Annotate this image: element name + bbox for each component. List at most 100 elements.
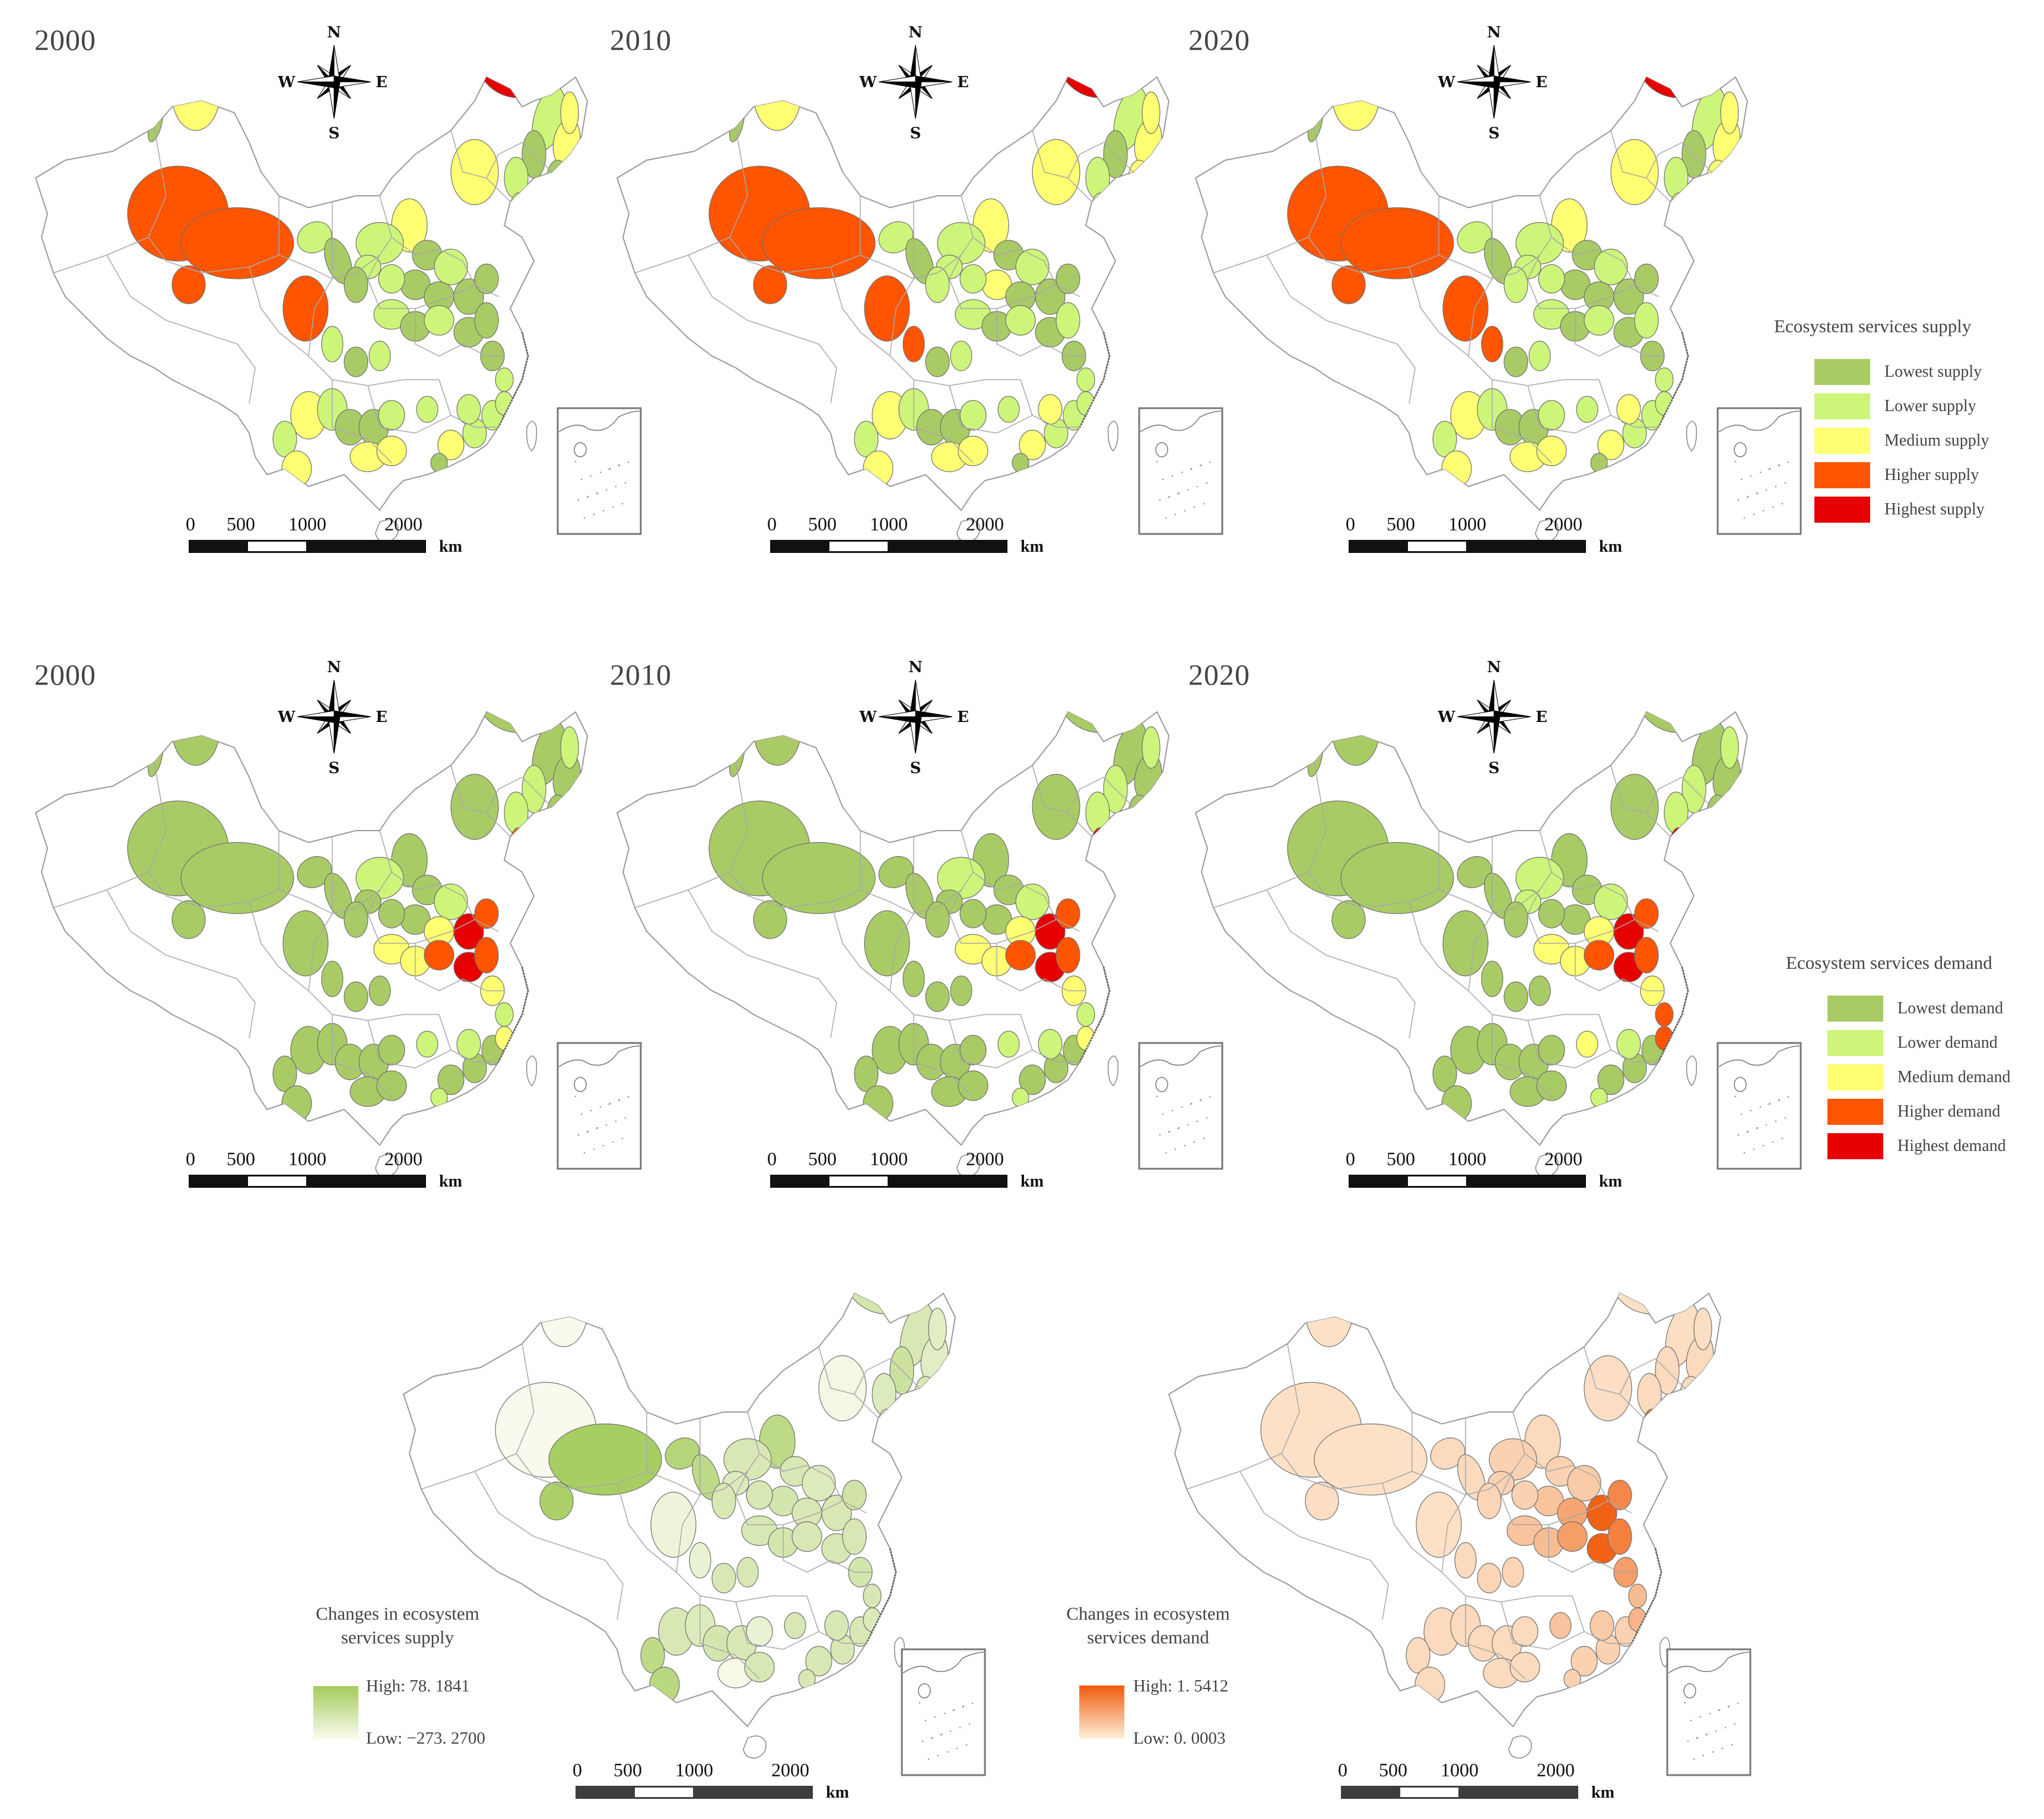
region-ne7 (1670, 827, 1689, 858)
region-ne7 (878, 1408, 897, 1439)
svg-text:km: km (1599, 1172, 1622, 1191)
year-label: 2010 (610, 23, 672, 56)
region-nc7 (1538, 264, 1565, 294)
compass-label: N (1487, 659, 1501, 676)
legend-label: Lowest demand (1897, 999, 2004, 1017)
compass-label: E (957, 74, 969, 91)
region-ne7 (1670, 192, 1689, 223)
region-gs1 (878, 856, 914, 888)
svg-text:1000: 1000 (1441, 1759, 1479, 1780)
region-gd1 (1571, 1646, 1598, 1677)
legend-label: Highest supply (1884, 500, 1985, 519)
svg-text:km: km (1021, 538, 1044, 556)
svg-text:500: 500 (227, 513, 255, 535)
region-sc_w (282, 910, 329, 977)
svg-text:1000: 1000 (675, 1759, 713, 1780)
region-nc7 (1511, 1480, 1538, 1510)
region-sx3 (1005, 940, 1036, 971)
svg-text:2000: 2000 (966, 1148, 1004, 1169)
region-hn1 (784, 1612, 806, 1639)
svg-text:1000: 1000 (288, 513, 326, 535)
region-ne6 (1107, 821, 1130, 852)
region-nc7 (378, 899, 405, 928)
legend-swatch (1827, 1030, 1883, 1056)
region-ah1 (1655, 367, 1674, 392)
scale-bar: 0 500 1000 2000 km (767, 513, 1044, 556)
legend-swatch (1814, 497, 1870, 523)
region-yn5 (281, 450, 312, 487)
region-nc6 (842, 1480, 867, 1510)
demand-map-2000: 2000 N S W E 0 500 1000 2000 km (0, 635, 642, 1216)
region-gx2 (1536, 1070, 1567, 1101)
region-xj_n (753, 77, 802, 131)
supply-legend: Ecosystem services supply Lowest supply L… (1774, 316, 1989, 527)
compass-label: S (329, 125, 340, 142)
svg-text:500: 500 (808, 513, 837, 535)
region-ne7 (1091, 827, 1110, 858)
region-dxal (1693, 77, 1736, 78)
region-gz2 (746, 1616, 773, 1647)
region-gd1 (1597, 1064, 1625, 1095)
region-sc2 (344, 346, 368, 377)
region-xz_n (1305, 1481, 1339, 1521)
region-hn2 (1590, 1087, 1608, 1108)
compass-label: N (908, 659, 923, 676)
region-cq1 (1528, 341, 1551, 371)
compass-label: E (376, 708, 387, 726)
legend-label: Medium supply (1884, 431, 1989, 450)
svg-text:km: km (1021, 1172, 1044, 1191)
china-map: N S W E 0 500 1000 2000 km (1194, 24, 1802, 556)
region-sx3 (424, 305, 454, 336)
south-china-sea-inset (557, 1042, 642, 1170)
china-map: 0 500 1000 2000 km (1168, 1292, 1751, 1802)
region-nc7 (1538, 899, 1565, 928)
region-sc2 (925, 346, 950, 377)
compass-label: N (327, 24, 341, 42)
china-map: N S W E 0 500 1000 2000 km (616, 24, 1223, 556)
region-ne8 (1693, 1308, 1712, 1350)
legend-label: Lower supply (1884, 397, 1976, 415)
year-label: 2020 (1188, 658, 1250, 691)
region-hn1 (997, 1031, 1020, 1058)
color-ramp (1079, 1686, 1124, 1739)
compass-label: S (1489, 759, 1500, 777)
region-ne7 (1091, 192, 1110, 223)
region-sc1 (1481, 326, 1503, 362)
svg-text:km: km (439, 538, 462, 556)
region-gs1 (1430, 1438, 1466, 1470)
region-gx2 (376, 435, 407, 466)
region-gs3 (925, 901, 950, 938)
compass-label: W (277, 74, 295, 91)
region-nc5 (1035, 278, 1066, 315)
region-hb2 (1607, 1518, 1632, 1555)
year-label: 2010 (610, 658, 672, 691)
region-gz2 (378, 1035, 405, 1066)
region-dxal (1115, 712, 1158, 713)
legend-title: Ecosystem services supply (1774, 316, 1972, 336)
china-map: N S W E 0 500 1000 2000 km (34, 659, 642, 1191)
region-gs1 (1457, 221, 1492, 253)
region-sc_w (1442, 275, 1489, 342)
region-hn1 (416, 1031, 438, 1058)
region-ne5 (1128, 794, 1150, 831)
region-gx2 (958, 435, 988, 466)
supply-map-2020: 2020 N S W E 0 500 1000 2000 km (1160, 0, 1802, 581)
region-sc_w (864, 275, 910, 342)
north-arrow-icon (297, 44, 371, 119)
supply-change-map: 0 500 1000 2000 km (368, 1258, 986, 1819)
region-hn2 (1563, 1669, 1581, 1689)
legend-swatch (1827, 1099, 1883, 1125)
region-gz2 (959, 400, 987, 431)
china-map: N S W E 0 500 1000 2000 km (1194, 659, 1802, 1191)
region-nc6 (1634, 898, 1659, 929)
svg-text:2000: 2000 (1537, 1759, 1575, 1780)
region-gd1 (805, 1646, 832, 1677)
legend-item: Lowest supply (1814, 355, 1989, 389)
region-hn2 (798, 1669, 816, 1689)
compass-label: N (1487, 24, 1501, 42)
region-ne6 (1107, 186, 1130, 217)
region-hn2 (430, 453, 448, 473)
region-xj_n (539, 1293, 588, 1347)
region-ne5 (1706, 160, 1729, 196)
region-nc7 (746, 1480, 773, 1510)
